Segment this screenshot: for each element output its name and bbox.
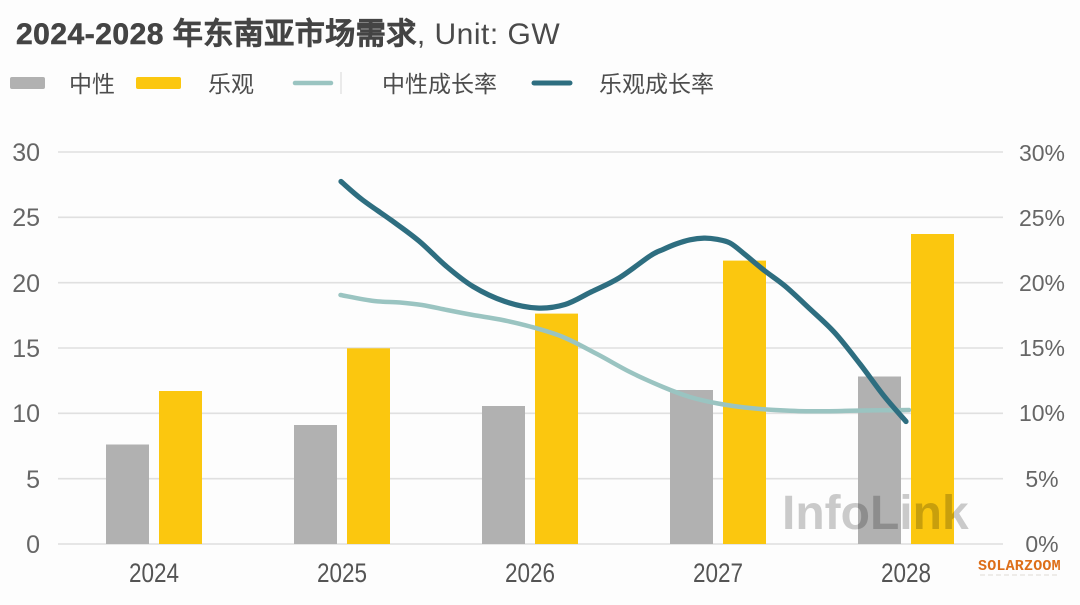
svg-text:InfoLink: InfoLink (782, 487, 969, 540)
svg-text:乐观成长率: 乐观成长率 (599, 71, 714, 97)
svg-text:2025: 2025 (317, 558, 367, 588)
svg-text:5: 5 (26, 466, 40, 494)
svg-text:25: 25 (12, 204, 40, 232)
svg-text:中性: 中性 (69, 71, 115, 97)
svg-text:SOLARZOOM: SOLARZOOM (978, 558, 1061, 575)
svg-text:5%: 5% (1025, 466, 1058, 492)
svg-text:25%: 25% (1019, 205, 1065, 231)
svg-text:20: 20 (12, 270, 40, 298)
svg-text:15%: 15% (1019, 335, 1065, 361)
svg-text:10%: 10% (1019, 400, 1065, 426)
svg-text:15: 15 (12, 335, 40, 363)
svg-text:20%: 20% (1019, 270, 1065, 296)
svg-text:2027: 2027 (693, 558, 743, 588)
svg-text:乐观: 乐观 (208, 71, 254, 97)
svg-text:2024: 2024 (129, 558, 179, 588)
svg-text:2024-2028 年东南亚市场需求, Unit: GW: 2024-2028 年东南亚市场需求, Unit: GW (16, 17, 560, 51)
svg-text:2026: 2026 (505, 558, 555, 588)
svg-text:中性成长率: 中性成长率 (382, 71, 497, 97)
svg-text:2028: 2028 (881, 558, 931, 588)
svg-text:10: 10 (12, 400, 40, 428)
svg-text:30: 30 (12, 139, 40, 167)
svg-text:0%: 0% (1025, 531, 1058, 557)
svg-text:0: 0 (26, 531, 40, 559)
svg-text:30%: 30% (1019, 140, 1065, 166)
